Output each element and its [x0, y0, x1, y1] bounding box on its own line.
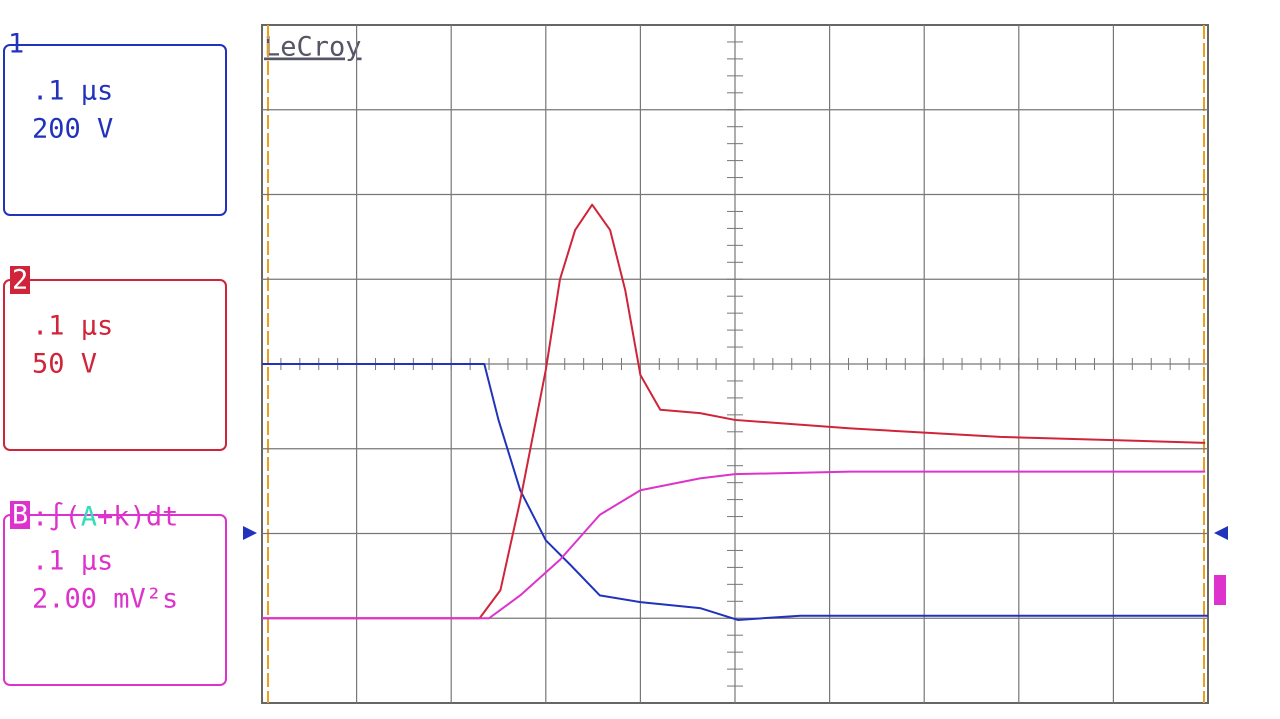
- channel-badge: [10, 501, 30, 529]
- scale: 200 V: [32, 114, 113, 145]
- math-formula: +k)dt: [97, 502, 178, 533]
- timebase: .1 μs: [32, 546, 113, 577]
- channel-panel: [3, 514, 227, 686]
- math-formula: :∫(: [32, 502, 81, 533]
- channel-label: B: [12, 500, 28, 531]
- channel-label: 1: [8, 29, 24, 60]
- channel-label: 2: [12, 265, 28, 296]
- brand: LeCroy: [264, 32, 362, 63]
- math-formula: A: [81, 502, 97, 533]
- trace: [262, 203, 1206, 620]
- timebase: .1 μs: [32, 76, 113, 107]
- scale: 2.00 mV²s: [32, 584, 178, 615]
- ref-marker: [1214, 526, 1228, 540]
- trace: [262, 363, 1208, 621]
- channel-badge: [10, 266, 30, 294]
- ref-marker: [1214, 575, 1226, 605]
- scale: 50 V: [32, 349, 97, 380]
- channel-panel: [3, 44, 227, 216]
- ref-marker: [243, 526, 257, 540]
- trace: [262, 470, 1206, 620]
- channel-panel: [3, 279, 227, 451]
- timebase: .1 μs: [32, 311, 113, 342]
